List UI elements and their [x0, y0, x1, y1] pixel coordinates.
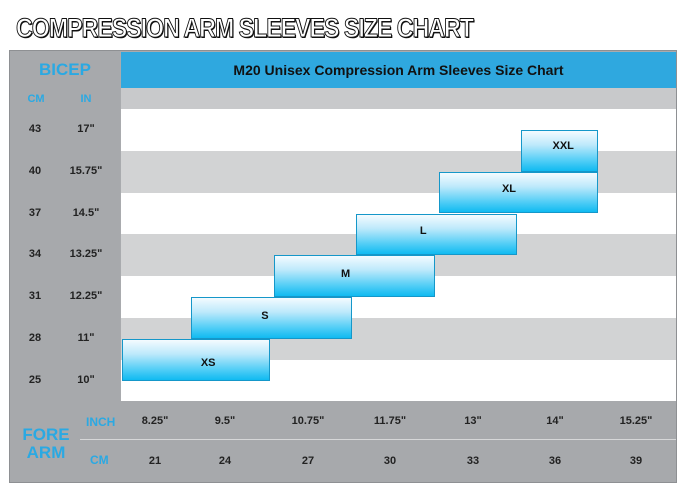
forearm-cm-value: 21 [148, 455, 162, 467]
bicep-unit-in: IN [80, 93, 92, 105]
size-label: XXL [552, 139, 574, 152]
forearm-section [10, 401, 676, 482]
bicep-in-label: 15.75ʺ [69, 164, 103, 177]
size-box-m: M [274, 255, 435, 298]
forearm-inch-value: 8.25ʺ [141, 415, 169, 427]
forearm-title-line1: FORE [22, 425, 70, 444]
size-label: XL [501, 183, 517, 196]
forearm-cm-value: 24 [218, 455, 232, 467]
bicep-cm-label: 31 [28, 290, 42, 303]
bicep-cm-label: 25 [28, 373, 42, 386]
bicep-cm-label: 40 [28, 164, 42, 177]
forearm-inch-value: 10.75ʺ [291, 415, 325, 427]
forearm-unit-inch: INCH [86, 415, 116, 429]
chart-title: M20 Unisex Compression Arm Sleeves Size … [121, 52, 676, 88]
forearm-inch-value: 14ʺ [546, 415, 564, 427]
bicep-in-label: 17ʺ [77, 122, 95, 135]
size-label: S [261, 310, 269, 323]
forearm-inch-value: 15.25ʺ [619, 415, 653, 427]
bicep-in-label: 12.25ʺ [69, 290, 103, 303]
bicep-in-label: 10ʺ [77, 373, 95, 386]
bicep-unit-cm: CM [27, 93, 45, 105]
forearm-unit-cm: CM [90, 453, 109, 467]
forearm-inch-value: 11.75ʺ [373, 415, 407, 427]
size-box-s: S [191, 297, 352, 339]
bicep-cm-label: 28 [28, 331, 42, 344]
bicep-cm-label: 34 [28, 248, 42, 261]
page-title: COMPRESSION ARM SLEEVES SIZE CHART [16, 13, 475, 44]
size-box-xxl: XXL [521, 129, 598, 172]
size-label: M [341, 268, 351, 281]
size-label: XS [200, 357, 216, 370]
bicep-title: BICEP [39, 60, 91, 79]
bicep-cm-label: 43 [28, 122, 42, 135]
forearm-cm-value: 36 [548, 455, 562, 467]
bicep-in-label: 11ʺ [77, 331, 95, 344]
forearm-cm-value: 30 [383, 455, 397, 467]
bicep-cm-label: 37 [28, 206, 42, 219]
bicep-in-label: 13.25ʺ [69, 248, 103, 261]
forearm-cm-value: 39 [629, 455, 643, 467]
bicep-in-label: 14.5ʺ [72, 206, 100, 219]
forearm-cm-value: 27 [301, 455, 315, 467]
bicep-column [10, 51, 120, 401]
size-box-xl: XL [439, 171, 598, 214]
forearm-inch-value: 9.5ʺ [214, 415, 236, 427]
forearm-title-line2: ARM [26, 443, 66, 462]
header-band [121, 88, 676, 109]
size-box-l: L [356, 213, 517, 256]
size-box-xs: XS [122, 338, 270, 381]
size-label: L [419, 225, 427, 238]
forearm-inch-value: 13ʺ [464, 415, 482, 427]
forearm-cm-value: 33 [466, 455, 480, 467]
forearm-divider [80, 439, 676, 440]
